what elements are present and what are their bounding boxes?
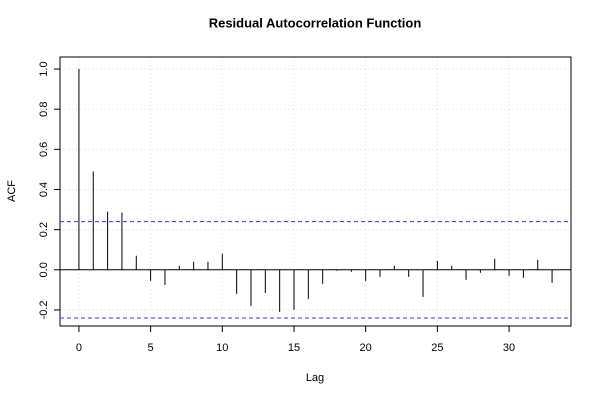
y-tick-label: -0.2 bbox=[38, 300, 50, 319]
x-tick-label: 15 bbox=[288, 342, 300, 354]
y-tick-label: 0.6 bbox=[38, 142, 50, 157]
x-tick-label: 20 bbox=[360, 342, 372, 354]
y-tick-label: 0.8 bbox=[38, 102, 50, 117]
x-axis-label: Lag bbox=[306, 372, 324, 384]
y-tick-label: 0.0 bbox=[38, 262, 50, 277]
x-tick-label: 10 bbox=[216, 342, 228, 354]
x-tick-label: 5 bbox=[148, 342, 154, 354]
x-tick-label: 30 bbox=[503, 342, 515, 354]
chart-title: Residual Autocorrelation Function bbox=[209, 15, 422, 30]
y-axis-label: ACF bbox=[6, 180, 18, 202]
y-tick-label: 0.2 bbox=[38, 222, 50, 237]
y-tick-label: 1.0 bbox=[38, 61, 50, 76]
x-tick-label: 25 bbox=[431, 342, 443, 354]
x-tick-label: 0 bbox=[76, 342, 82, 354]
y-tick-label: 0.4 bbox=[38, 182, 50, 197]
plot-frame bbox=[59, 56, 572, 327]
